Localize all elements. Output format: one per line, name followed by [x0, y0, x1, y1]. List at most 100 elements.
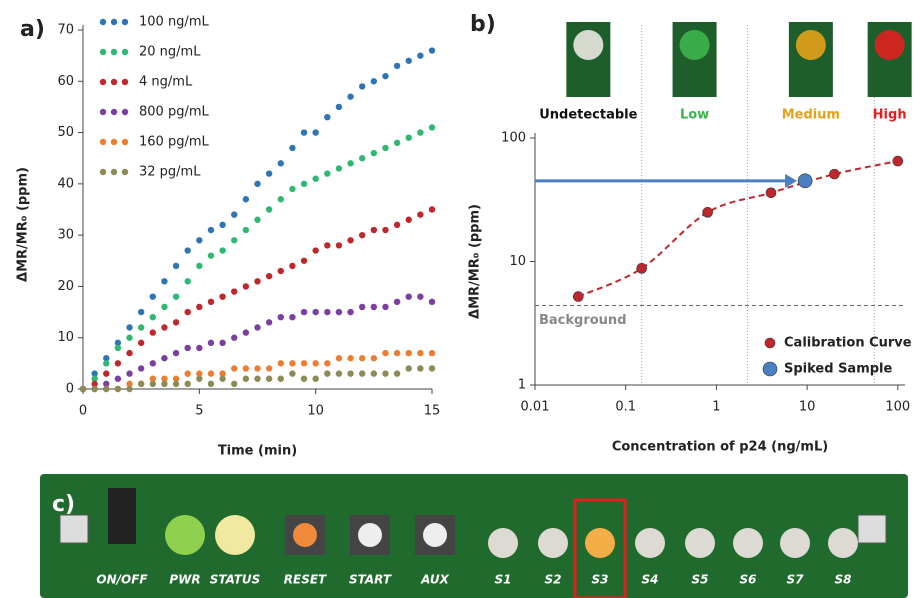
x-tick-label: 0.1 — [615, 400, 636, 415]
data-point — [126, 370, 132, 376]
data-point — [829, 169, 839, 179]
data-point — [301, 309, 307, 315]
data-point — [406, 365, 412, 371]
data-point — [185, 345, 191, 351]
data-point — [231, 288, 237, 294]
data-point — [301, 181, 307, 187]
data-point — [138, 381, 144, 387]
data-point — [324, 309, 330, 315]
led — [165, 515, 205, 555]
data-point — [278, 268, 284, 274]
legend-marker — [765, 338, 775, 348]
data-point — [324, 370, 330, 376]
data-point — [219, 247, 225, 253]
data-point — [798, 174, 812, 188]
board-label: S2 — [545, 573, 562, 587]
legend-marker — [111, 49, 117, 55]
x-tick-label: 10 — [307, 404, 324, 419]
data-point — [196, 376, 202, 382]
panel-label: a) — [20, 17, 45, 42]
board-label: S1 — [495, 573, 512, 587]
data-point — [208, 252, 214, 258]
led-glow — [573, 30, 603, 60]
data-point — [324, 360, 330, 366]
data-point — [417, 293, 423, 299]
data-point — [173, 350, 179, 356]
y-axis-title: ΔMR/MR₀ (ppm) — [16, 167, 31, 282]
data-point — [150, 293, 156, 299]
data-point — [371, 355, 377, 361]
data-point — [161, 304, 167, 310]
data-point — [208, 227, 214, 233]
data-point — [243, 227, 249, 233]
y-tick-label: 1 — [518, 378, 526, 393]
board-label: S3 — [592, 573, 609, 587]
data-point — [394, 299, 400, 305]
data-point — [196, 345, 202, 351]
data-point — [231, 381, 237, 387]
data-point — [289, 360, 295, 366]
data-point — [219, 340, 225, 346]
led-glow — [680, 30, 710, 60]
data-point — [289, 186, 295, 192]
data-point — [138, 309, 144, 315]
data-point — [359, 355, 365, 361]
led — [828, 528, 858, 558]
board-label: S8 — [835, 573, 852, 587]
data-point — [394, 222, 400, 228]
data-point — [161, 324, 167, 330]
board-label: STATUS — [210, 573, 261, 587]
data-point — [243, 283, 249, 289]
legend-label: 20 ng/mL — [139, 45, 201, 60]
data-point — [382, 227, 388, 233]
data-point — [185, 278, 191, 284]
button — [423, 523, 447, 547]
data-point — [347, 355, 353, 361]
panel-label: b) — [470, 12, 496, 37]
led — [538, 528, 568, 558]
legend-marker — [122, 49, 128, 55]
data-point — [429, 350, 435, 356]
x-tick-label: 0.01 — [521, 400, 550, 415]
board-label: PWR — [169, 573, 200, 587]
data-point — [231, 365, 237, 371]
y-tick-label: 70 — [57, 23, 74, 38]
data-point — [289, 263, 295, 269]
data-point — [382, 73, 388, 79]
data-point — [371, 370, 377, 376]
data-point — [394, 63, 400, 69]
data-point — [406, 293, 412, 299]
data-point — [150, 314, 156, 320]
board-label: AUX — [420, 573, 449, 587]
legend-marker — [122, 109, 128, 115]
y-tick-label: 20 — [57, 279, 74, 294]
data-point — [289, 314, 295, 320]
data-point — [336, 355, 342, 361]
led — [780, 528, 810, 558]
data-point — [336, 165, 342, 171]
board-label: RESET — [284, 573, 327, 587]
data-point — [173, 293, 179, 299]
x-tick-label: 10 — [799, 400, 816, 415]
data-point — [429, 299, 435, 305]
data-point — [359, 232, 365, 238]
data-point — [278, 376, 284, 382]
data-point — [347, 237, 353, 243]
data-point — [312, 129, 318, 135]
data-point — [382, 145, 388, 151]
data-point — [185, 247, 191, 253]
data-point — [429, 47, 435, 53]
data-point — [115, 360, 121, 366]
data-point — [371, 78, 377, 84]
data-point — [417, 211, 423, 217]
region-label: Undetectable — [539, 108, 637, 123]
data-point — [208, 370, 214, 376]
data-point — [243, 329, 249, 335]
data-point — [394, 350, 400, 356]
data-point — [301, 129, 307, 135]
legend-marker — [111, 19, 117, 25]
data-point — [254, 278, 260, 284]
data-point — [196, 237, 202, 243]
data-point — [138, 324, 144, 330]
data-point — [150, 360, 156, 366]
